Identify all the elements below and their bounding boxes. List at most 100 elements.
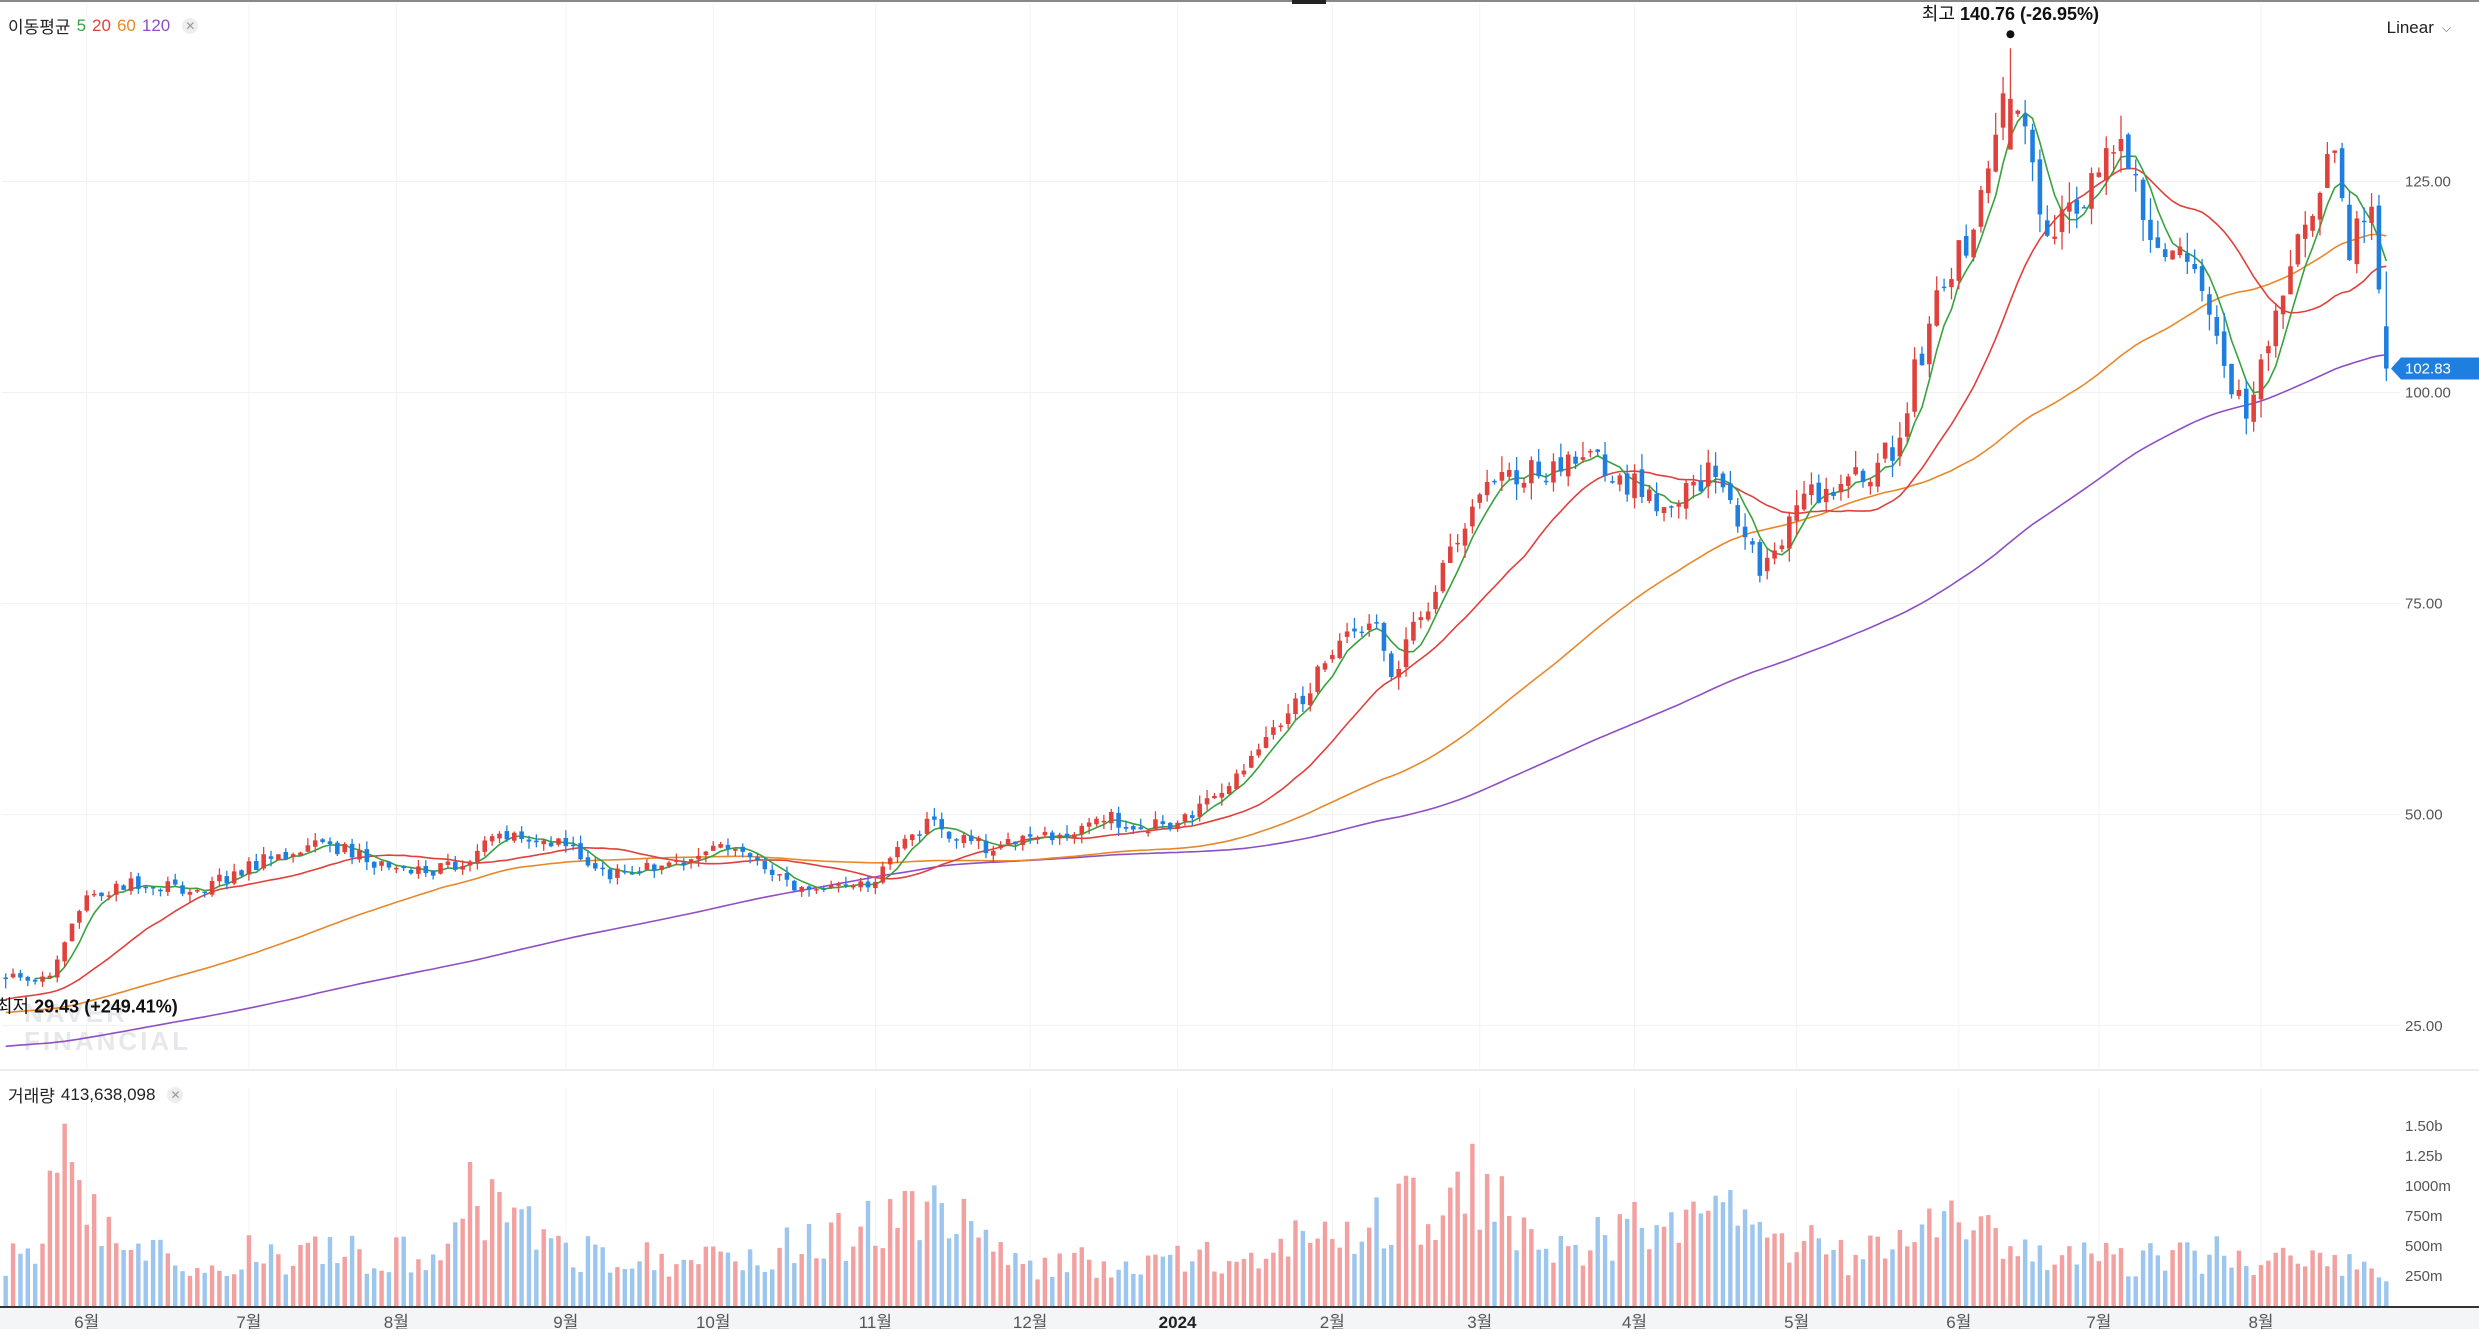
volume-bar <box>1963 1239 1969 1306</box>
volume-bar <box>2140 1250 2146 1306</box>
close-icon[interactable]: ✕ <box>167 1086 184 1103</box>
candle <box>312 833 318 853</box>
volume-bar <box>172 1265 178 1306</box>
candle <box>1138 818 1144 830</box>
candle <box>438 862 443 875</box>
candle <box>320 838 325 844</box>
volume-bar <box>983 1229 989 1306</box>
candle <box>2192 249 2197 274</box>
volume-bar <box>2089 1253 2094 1306</box>
volume-bar <box>2332 1254 2337 1306</box>
candle <box>1787 511 1792 562</box>
volume-bar <box>1779 1233 1785 1306</box>
candle <box>386 861 392 871</box>
volume-tick-label: 1.50b <box>2405 1118 2443 1135</box>
volume-bar <box>1027 1260 1033 1306</box>
candle <box>1676 500 1682 519</box>
candle <box>806 885 812 897</box>
volume-bar <box>755 1265 760 1306</box>
candle <box>637 867 642 876</box>
ma-60-line <box>5 233 2387 1014</box>
volume-bar <box>2325 1266 2330 1306</box>
candle <box>239 869 244 879</box>
candle <box>3 973 8 989</box>
candle <box>18 969 23 981</box>
volume-bar <box>2126 1276 2131 1306</box>
candle <box>895 841 900 864</box>
candlestick-series <box>3 48 2389 989</box>
candle <box>1212 792 1217 799</box>
time-tick-label: 6월 <box>74 1313 99 1329</box>
close-icon[interactable]: ✕ <box>182 17 199 34</box>
candle <box>460 860 465 875</box>
scale-mode-select[interactable]: Linear ⌵ <box>2387 18 2451 38</box>
last-price-tag: 102.83 <box>2391 357 2479 380</box>
volume-bar <box>821 1258 827 1306</box>
volume-bar <box>2236 1250 2242 1306</box>
volume-bar <box>1212 1271 1217 1306</box>
candle <box>349 838 355 865</box>
candle <box>1595 448 1600 455</box>
volume-bar <box>777 1247 782 1306</box>
candle <box>710 841 716 851</box>
volume-bar <box>733 1261 738 1306</box>
candle <box>2361 207 2367 244</box>
volume-bar <box>740 1270 745 1306</box>
candle <box>1683 480 1689 520</box>
volume-bar <box>290 1265 296 1306</box>
volume-bar <box>2104 1242 2109 1306</box>
volume-bar <box>939 1203 944 1306</box>
candle <box>1624 464 1630 502</box>
panel-resize-handle[interactable] <box>1292 0 1326 4</box>
volume-bar <box>659 1253 664 1306</box>
candle <box>1757 539 1763 583</box>
volume-bar <box>482 1240 487 1306</box>
volume-bar <box>2280 1247 2286 1306</box>
candle <box>2251 381 2256 432</box>
volume-bar <box>1396 1183 1401 1306</box>
candle <box>2148 198 2153 253</box>
candle <box>202 891 207 898</box>
volume-tick-label: 500m <box>2405 1238 2443 1255</box>
moving-average-legend[interactable]: 이동평균 5 20 60 120 ✕ <box>8 13 199 38</box>
candle <box>1013 841 1018 851</box>
candle <box>335 840 340 856</box>
volume-bar <box>1271 1252 1276 1306</box>
candle <box>902 834 908 851</box>
candle <box>563 830 569 853</box>
volume-bar <box>887 1199 893 1306</box>
volume-bar <box>1249 1252 1254 1306</box>
price-tick-label: 25.00 <box>2405 1018 2443 1035</box>
volume-bar <box>40 1243 45 1306</box>
volume-bar <box>1344 1221 1350 1306</box>
volume-bar <box>423 1270 429 1306</box>
volume-bar <box>2155 1255 2161 1306</box>
volume-bar <box>320 1263 325 1306</box>
volume-bar <box>1219 1273 1225 1306</box>
candle <box>792 879 797 892</box>
candle <box>47 972 53 979</box>
volume-bar <box>3 1275 8 1306</box>
volume-bar <box>298 1244 303 1306</box>
candle <box>2103 136 2109 195</box>
candle <box>1403 627 1409 677</box>
candle <box>1256 743 1261 758</box>
high-annotation: 최고 140.76 (-26.95%) <box>1922 4 2099 24</box>
candle <box>865 876 871 892</box>
volume-bar <box>1256 1268 1261 1306</box>
volume-bar <box>239 1269 244 1306</box>
volume-bar <box>1536 1249 1541 1306</box>
candle <box>534 834 539 848</box>
volume-legend[interactable]: 거래량 413,638,098 ✕ <box>8 1082 184 1107</box>
volume-bar <box>1433 1240 1438 1306</box>
volume-bar <box>408 1272 414 1306</box>
volume-bar <box>165 1253 171 1306</box>
candle <box>1772 542 1777 565</box>
volume-bar <box>18 1253 23 1306</box>
candle <box>364 841 370 871</box>
volume-bar <box>946 1238 952 1306</box>
candle <box>2207 286 2212 331</box>
volume-bar <box>1300 1230 1306 1306</box>
